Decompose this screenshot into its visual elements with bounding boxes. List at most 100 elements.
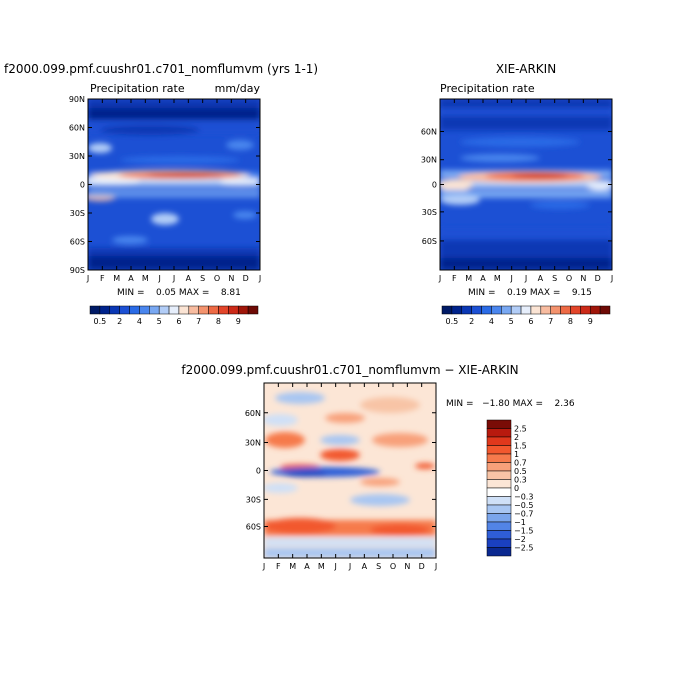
colorbar-label: 2.5 bbox=[514, 425, 527, 434]
colorbar-label: 2 bbox=[469, 317, 474, 326]
colorbar-label: 7 bbox=[548, 317, 553, 326]
panel-model-title: f2000.099.pmf.cuushr01.c701_nomflumvm (y… bbox=[4, 62, 318, 76]
colorbar-label: −0.7 bbox=[514, 510, 533, 519]
colorbar-swatch bbox=[198, 305, 209, 315]
y-tick-label: 0 bbox=[432, 181, 437, 190]
y-tick-label: 30N bbox=[421, 156, 437, 165]
y-tick-label: 60S bbox=[70, 238, 85, 247]
colorbar-swatch bbox=[589, 305, 601, 315]
y-tick-label: 0 bbox=[80, 181, 85, 190]
y-tick-label: 90S bbox=[70, 266, 85, 275]
colorbar-swatch bbox=[520, 305, 532, 315]
colorbar-swatch bbox=[158, 305, 170, 315]
panel-obs-title: XIE-ARKIN bbox=[496, 62, 556, 76]
x-tick-label: F bbox=[276, 562, 281, 571]
x-tick-label: J bbox=[524, 274, 527, 283]
x-tick-label: J bbox=[509, 274, 512, 283]
panel-model: f2000.099.pmf.cuushr01.c701_nomflumvm (y… bbox=[4, 62, 318, 326]
colorbar-label: 5 bbox=[509, 317, 514, 326]
colorbar-swatch bbox=[451, 305, 463, 315]
x-tick-label: J bbox=[438, 274, 441, 283]
colorbar-label: 0.5 bbox=[94, 317, 107, 326]
colorbar-swatch bbox=[129, 305, 140, 315]
panel-model-y-ticks: 90N 60N 30N 0 30S 60S 90S bbox=[69, 95, 260, 275]
y-tick-label: 0 bbox=[256, 467, 261, 476]
colorbar-label: 6 bbox=[176, 317, 181, 326]
y-tick-label: 60S bbox=[422, 237, 437, 246]
colorbar-label: −0.3 bbox=[514, 493, 533, 502]
colorbar-swatch bbox=[550, 305, 561, 315]
panel-model-left-label: Precipitation rate bbox=[90, 82, 185, 95]
colorbar-swatch bbox=[218, 305, 229, 315]
colorbar-swatch bbox=[501, 305, 512, 315]
colorbar-swatch bbox=[570, 305, 581, 315]
x-tick-label: N bbox=[580, 274, 586, 283]
colorbar-swatch bbox=[486, 504, 512, 514]
colorbar-swatch bbox=[486, 547, 512, 557]
colorbar-swatch bbox=[486, 453, 512, 463]
colorbar-label: 7 bbox=[196, 317, 201, 326]
colorbar-label: 5 bbox=[157, 317, 162, 326]
y-tick-label: 90N bbox=[69, 95, 85, 104]
x-tick-label: O bbox=[566, 274, 572, 283]
colorbar-swatch bbox=[471, 305, 482, 315]
y-tick-label: 60N bbox=[421, 127, 437, 136]
colorbar-label: −0.5 bbox=[514, 501, 533, 510]
colorbar-label: 8 bbox=[568, 317, 573, 326]
panel-diff-colorbar: 2.521.510.70.50.30−0.3−0.5−0.7−1−1.5−2−2… bbox=[486, 419, 533, 557]
panel-model-stats: MIN = 0.05 MAX = 8.81 bbox=[117, 288, 241, 298]
y-tick-label: 30S bbox=[422, 208, 437, 217]
colorbar-label: 8 bbox=[216, 317, 221, 326]
panel-diff-y-ticks: 60N 30N 0 30S 60S bbox=[245, 409, 436, 532]
x-tick-label: M bbox=[318, 562, 325, 571]
panel-obs-left-label: Precipitation rate bbox=[440, 82, 535, 95]
colorbar-swatch bbox=[486, 419, 512, 429]
colorbar-label: 0.5 bbox=[514, 467, 527, 476]
colorbar-label: −2.5 bbox=[514, 544, 533, 553]
colorbar-swatch bbox=[486, 479, 512, 489]
x-tick-label: A bbox=[128, 274, 134, 283]
panel-diff-title: f2000.099.pmf.cuushr01.c701_nomflumvm − … bbox=[181, 363, 518, 377]
colorbar-swatch bbox=[178, 305, 190, 315]
colorbar-swatch bbox=[149, 305, 160, 315]
x-tick-label: O bbox=[214, 274, 220, 283]
panel-model-right-label: mm/day bbox=[215, 82, 261, 95]
colorbar-swatch bbox=[491, 305, 502, 315]
colorbar-label: 2 bbox=[117, 317, 122, 326]
colorbar-label: 0 bbox=[514, 484, 519, 493]
panel-obs-colorbar: 0.5 2 4 5 6 7 8 9 bbox=[441, 305, 611, 326]
panel-diff-field bbox=[264, 383, 436, 558]
colorbar-swatch bbox=[99, 305, 111, 315]
panel-obs-field bbox=[440, 99, 612, 270]
x-tick-label: J bbox=[86, 274, 89, 283]
colorbar-label: 6 bbox=[528, 317, 533, 326]
x-tick-label: J bbox=[172, 274, 175, 283]
y-tick-label: 30N bbox=[245, 439, 261, 448]
colorbar-label: −1.5 bbox=[514, 527, 533, 536]
colorbar-swatch bbox=[580, 305, 591, 315]
colorbar-swatch bbox=[168, 305, 180, 315]
colorbar-swatch bbox=[89, 305, 101, 315]
colorbar-swatch bbox=[486, 470, 512, 480]
colorbar-swatch bbox=[188, 305, 199, 315]
panel-model-colorbar: 0.5 2 4 5 6 7 8 9 bbox=[89, 305, 259, 326]
x-tick-label: M bbox=[494, 274, 501, 283]
x-tick-label: A bbox=[538, 274, 544, 283]
colorbar-swatch bbox=[486, 538, 512, 548]
x-tick-label: D bbox=[243, 274, 249, 283]
x-tick-label: S bbox=[376, 562, 381, 571]
colorbar-swatch bbox=[247, 305, 259, 315]
colorbar-label: 1 bbox=[514, 450, 519, 459]
colorbar-swatch bbox=[540, 305, 551, 315]
colorbar-swatch bbox=[486, 462, 512, 472]
colorbar-swatch bbox=[599, 305, 611, 315]
panel-obs: XIE-ARKIN Precipitation rate bbox=[421, 62, 613, 326]
x-tick-label: J bbox=[258, 274, 261, 283]
x-tick-label: N bbox=[404, 562, 410, 571]
panel-obs-y-ticks: 60N 30N 0 30S 60S bbox=[421, 127, 612, 246]
colorbar-swatch bbox=[510, 305, 522, 315]
x-tick-label: F bbox=[100, 274, 105, 283]
